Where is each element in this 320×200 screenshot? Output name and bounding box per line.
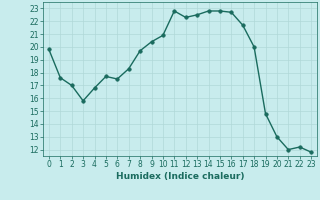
X-axis label: Humidex (Indice chaleur): Humidex (Indice chaleur) (116, 172, 244, 181)
